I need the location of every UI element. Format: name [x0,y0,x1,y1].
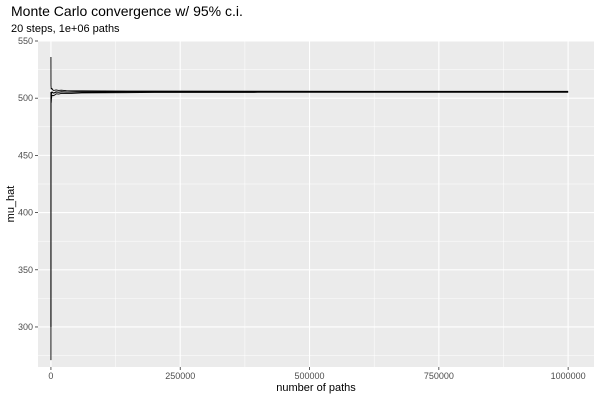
y-tick-label: 300 [18,322,33,332]
minor-grid [38,41,594,367]
lower-ci-line [50,91,569,361]
y-tick-label: 550 [18,36,33,46]
x-tick-label: 1000000 [551,371,586,381]
x-axis-title: number of paths [276,382,356,394]
x-tick-label: 0 [48,371,53,381]
chart-title: Monte Carlo convergence w/ 95% c.i. [11,3,243,19]
chart-subtitle: 20 steps, 1e+06 paths [11,23,120,35]
series-layer [50,57,569,361]
estimate-line [50,91,569,327]
x-tick-label: 250000 [165,371,195,381]
y-tick-label: 500 [18,93,33,103]
y-tick-label: 350 [18,265,33,275]
upper-ci-line [50,57,569,92]
panel-background [38,41,594,367]
tick-labels: 0 250000 500000 750000 1000000 300 350 400 450 50… [18,36,586,381]
axis-ticks [35,40,569,370]
y-tick-label: 450 [18,150,33,160]
y-tick-label: 400 [18,208,33,218]
y-axis-title: mu_hat [5,186,17,223]
x-tick-label: 750000 [424,371,454,381]
x-tick-label: 500000 [295,371,325,381]
